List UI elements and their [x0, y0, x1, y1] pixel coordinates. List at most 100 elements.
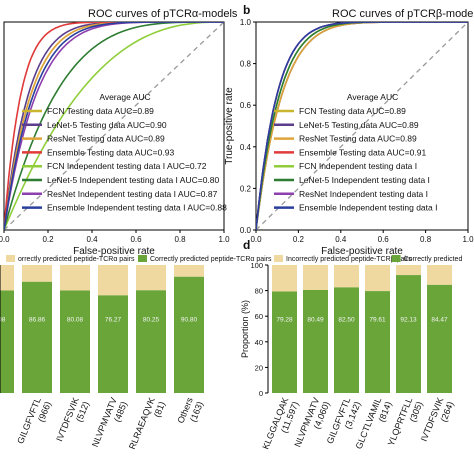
- panel-a-title: ROC curves of pTCRα-models: [88, 8, 238, 20]
- bar-value-label-2: 80.49: [307, 316, 324, 323]
- y-tick-label: 0: [259, 389, 263, 398]
- x-tick-label: 0.4: [86, 235, 98, 244]
- roc-curve-8: [4, 22, 224, 230]
- category-label-5: RLRAEAQVK(81): [127, 396, 167, 455]
- panel-b-letter: b: [243, 3, 250, 17]
- legend-swatch-incorrect: [6, 255, 15, 262]
- y-tick-label: 40: [255, 338, 263, 347]
- y-axis-label: True-positive rate: [224, 87, 235, 165]
- x-tick-label: 0.4: [335, 235, 347, 244]
- legend-incorrect: Incorrectly predicted peptide-TCRβ pairs: [286, 256, 412, 263]
- legend-entry-6: LeNet-5 Independent testing data I AUC=0…: [47, 175, 220, 185]
- bar-correct-6: [427, 284, 452, 393]
- bar-incorrect-1: [272, 265, 297, 292]
- bar-value-label-1: 0.08: [0, 316, 6, 323]
- legend-entry-8: Ensemble Independent testing data I: [299, 203, 437, 213]
- legend-correct: Correctly predicted peptide-TCRα pairs: [150, 256, 272, 263]
- legend-incorrect: orrectly predicted peptide-TCRα pairs: [18, 256, 135, 263]
- bar-correct-2: [303, 289, 328, 393]
- bar-incorrect-6: [174, 265, 204, 277]
- bar-correct-4: [98, 295, 128, 393]
- bar-value-label-2: 86.86: [29, 316, 46, 323]
- x-tick-label: 0.2: [42, 235, 54, 244]
- category-label-line: NLVPMVATV: [90, 396, 119, 448]
- legend-entry-4: Ensemble Testing data AUC=0.93: [47, 147, 174, 157]
- bar-value-label-4: 76.27: [105, 316, 122, 323]
- roc-curve-8: [256, 22, 468, 230]
- legend-swatch-correct: [138, 255, 147, 262]
- roc-curve-4: [4, 22, 224, 230]
- bar-incorrect-3: [60, 265, 90, 291]
- bar-correct-6: [174, 276, 204, 393]
- bar-value-label-1: 79.28: [276, 316, 293, 323]
- category-label-2: GILGFVFTL(966): [15, 396, 53, 449]
- y-tick-label: 0.2: [240, 184, 252, 193]
- panel-b-title: ROC curves of pTCRβ-models: [332, 8, 474, 20]
- x-tick-label: 0.8: [174, 235, 186, 244]
- x-axis-label: False-positive rate: [73, 246, 155, 257]
- bar-incorrect-5: [396, 265, 421, 276]
- category-label-6: Others(163): [175, 396, 205, 429]
- bar-incorrect-1: [0, 265, 14, 291]
- y-tick-label: 100: [250, 261, 263, 270]
- legend-swatch-incorrect: [274, 255, 283, 262]
- y-tick-label: 0.4: [240, 143, 252, 152]
- bar-correct-5: [136, 290, 166, 393]
- bar-incorrect-2: [22, 265, 52, 282]
- legend-entry-7: ResNet Independent testing data I: [299, 189, 428, 199]
- category-label-3: IVTDFSVIK(512): [54, 396, 91, 447]
- legend-entry-5: FCN Independent testing data I AUC=0.72: [47, 161, 207, 171]
- x-tick-label: 0.8: [420, 235, 432, 244]
- y-tick-label: 0.6: [240, 101, 252, 110]
- category-label-4: NLVPMVATV(485): [90, 396, 129, 453]
- legend-entry-3: ResNet Testing data AUC=0.89: [299, 134, 417, 144]
- bar-panel-alpha: orrectly predicted peptide-TCRα pairs Cor…: [0, 255, 272, 455]
- x-tick-label: 0.6: [130, 235, 142, 244]
- roc-panel-beta: b ROC curves of pTCRβ-models 0.0 0.2 0.4 0.…: [224, 3, 474, 257]
- bar-incorrect-2: [303, 265, 328, 290]
- panel-d-letter: d: [243, 238, 250, 252]
- bar-correct-3: [334, 287, 359, 393]
- bar-incorrect-4: [98, 265, 128, 296]
- bar-value-label-5: 80.25: [143, 316, 160, 323]
- legend-entry-3: ResNet Testing data AUC=0.89: [47, 134, 165, 144]
- legend-title: Average AUC: [99, 92, 150, 102]
- bar-value-label-6: 90.80: [181, 316, 198, 323]
- y-tick-label: 0.8: [240, 60, 252, 69]
- y-tick-label: 20: [255, 363, 263, 372]
- y-tick-label: 80: [255, 287, 263, 296]
- bar-incorrect-4: [365, 265, 390, 292]
- bar-correct-3: [60, 290, 90, 393]
- x-tick-label: 1.0: [218, 235, 230, 244]
- category-label-6: IVTDFSVIK(264): [419, 396, 456, 447]
- x-tick-label: 0.6: [378, 235, 390, 244]
- roc-panel-alpha: ROC curves of pTCRα-models 0.0 0.2 0.4 0.6 0…: [0, 8, 238, 257]
- bar-incorrect-6: [427, 265, 452, 285]
- legend-entry-1: FCN Testing data AUC=0.89: [47, 106, 154, 116]
- x-tick-label: 0.2: [293, 235, 305, 244]
- bar-correct-4: [365, 291, 390, 393]
- bar-panel-beta: d Incorrectly predicted peptide-TCRβ pai…: [240, 238, 462, 451]
- legend-entry-7: ResNet Independent testing data I AUC=0.…: [47, 189, 218, 199]
- bar-value-label-4: 79.61: [369, 316, 386, 323]
- category-label-line: RLRAEAQVK: [127, 396, 157, 451]
- legend-entry-8: Ensemble Independent testing data I AUC=…: [47, 203, 227, 213]
- bar-value-label-5: 92.13: [400, 316, 417, 323]
- bar-value-label-6: 84.47: [431, 316, 448, 323]
- legend-entry-1: FCN Testing data AUC=0.89: [299, 106, 406, 116]
- x-tick-label: 0.0: [0, 235, 10, 244]
- bar-correct-2: [22, 281, 52, 393]
- bar-value-label-3: 82.50: [338, 316, 355, 323]
- bar-correct-1: [272, 291, 297, 393]
- legend-swatch-correct: [391, 255, 401, 262]
- x-tick-label: 0.0: [250, 235, 262, 244]
- legend-entry-2: LeNet-5 Testing data AUC=0.89: [299, 120, 419, 130]
- y-tick-label: 60: [255, 312, 263, 321]
- legend-entry-4: Ensemble Testing data AUC=0.91: [299, 147, 426, 157]
- legend-entry-6: LeNet-5 Independent testing data I: [299, 175, 430, 185]
- roc-curve-6: [4, 22, 224, 230]
- legend-entry-5: FCN Independent testing data I: [299, 161, 417, 171]
- bar-incorrect-5: [136, 265, 166, 291]
- chance-diagonal: [4, 22, 224, 230]
